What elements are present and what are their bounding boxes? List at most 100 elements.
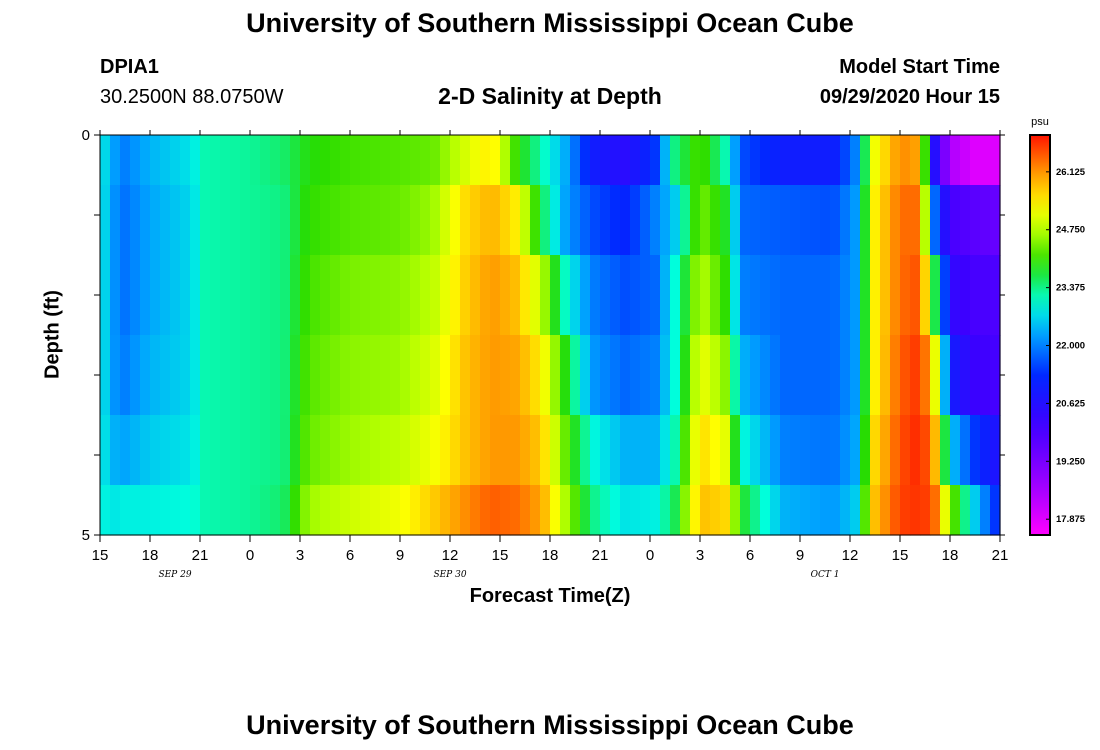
heatmap-cell [750,255,761,336]
heatmap-cell [260,335,271,416]
heatmap-cell [490,255,501,336]
heatmap-cell [130,485,141,536]
heatmap-cell [340,415,351,486]
heatmap-cell [300,255,311,336]
heatmap-cell [340,135,351,186]
heatmap-cell [840,485,851,536]
heatmap-cell [710,335,721,416]
heatmap-cell [680,135,691,186]
heatmap-cell [970,485,981,536]
heatmap-cell [210,135,221,186]
heatmap-cell [780,335,791,416]
heatmap-cell [810,135,821,186]
heatmap-cell [690,135,701,186]
heatmap-cell [990,485,1001,536]
heatmap-cell [520,185,531,256]
heatmap-cell [360,485,371,536]
heatmap-cell [550,485,561,536]
heatmap-cell [440,185,451,256]
heatmap-cell [990,255,1001,336]
colorbar-unit: psu [1031,116,1049,128]
heatmap-cell [620,335,631,416]
heatmap-cell [170,255,181,336]
heatmap-cell [650,185,661,256]
heatmap-cell [920,415,931,486]
heatmap-cell [990,185,1001,256]
heatmap-cell [580,415,591,486]
heatmap-cell [740,185,751,256]
x-tick-label: 6 [346,547,354,564]
heatmap-cell [850,335,861,416]
heatmap-cell [370,335,381,416]
heatmap-cell [880,255,891,336]
heatmap-cell [500,255,511,336]
heatmap-cell [340,335,351,416]
heatmap-cell [880,485,891,536]
heatmap-cell [130,255,141,336]
heatmap-cell [840,135,851,186]
heatmap-cell [620,135,631,186]
heatmap-cell [460,135,471,186]
heatmap-cell [420,485,431,536]
heatmap-cell [800,335,811,416]
heatmap-cell [630,185,641,256]
heatmap-cell [560,485,571,536]
heatmap-cell [330,335,341,416]
heatmap-cell [890,185,901,256]
heatmap-cell [450,135,461,186]
heatmap-cell [340,255,351,336]
heatmap-cell [650,135,661,186]
heatmap-cell [210,485,221,536]
heatmap-cell [930,335,941,416]
heatmap-cell [370,135,381,186]
heatmap-cell [260,415,271,486]
heatmap-cell [830,255,841,336]
heatmap-cell [370,255,381,336]
heatmap-cell [260,185,271,256]
heatmap-cell [160,185,171,256]
heatmap-cell [790,135,801,186]
heatmap-cell [100,135,111,186]
heatmap-cell [630,135,641,186]
heatmap-cell [560,415,571,486]
heatmap-cell [980,485,991,536]
heatmap-cell [780,185,791,256]
heatmap-cell [120,255,131,336]
heatmap-cell [550,185,561,256]
heatmap-cell [920,335,931,416]
heatmap-cell [440,255,451,336]
heatmap-cell [850,415,861,486]
heatmap-cell [850,255,861,336]
heatmap-cell [290,485,301,536]
heatmap-cell [820,255,831,336]
heatmap-cell [510,415,521,486]
heatmap-cell [440,485,451,536]
station-id: DPIA1 [100,56,159,78]
heatmap-cell [970,185,981,256]
heatmap-cell [460,185,471,256]
heatmap-cell [980,135,991,186]
x-tick-label: 9 [396,547,404,564]
heatmap-cell [830,135,841,186]
heatmap-cell [600,255,611,336]
heatmap-cell [770,185,781,256]
heatmap-cell [520,135,531,186]
heatmap-cell [960,135,971,186]
x-tick-label: 18 [542,547,559,564]
heatmap-cell [960,185,971,256]
heatmap-cell [410,335,421,416]
heatmap-cell [580,185,591,256]
heatmap-cell [350,415,361,486]
heatmap-cell [270,135,281,186]
heatmap-cell [920,185,931,256]
heatmap-cell [270,335,281,416]
heatmap-cell [530,185,541,256]
heatmap-cell [510,135,521,186]
heatmap-cell [260,485,271,536]
heatmap-cell [800,185,811,256]
heatmap-cell [900,185,911,256]
heatmap-cell [920,255,931,336]
heatmap-cell [590,255,601,336]
heatmap-cell [300,135,311,186]
colorbar-tick-label: 24.750 [1056,225,1085,236]
